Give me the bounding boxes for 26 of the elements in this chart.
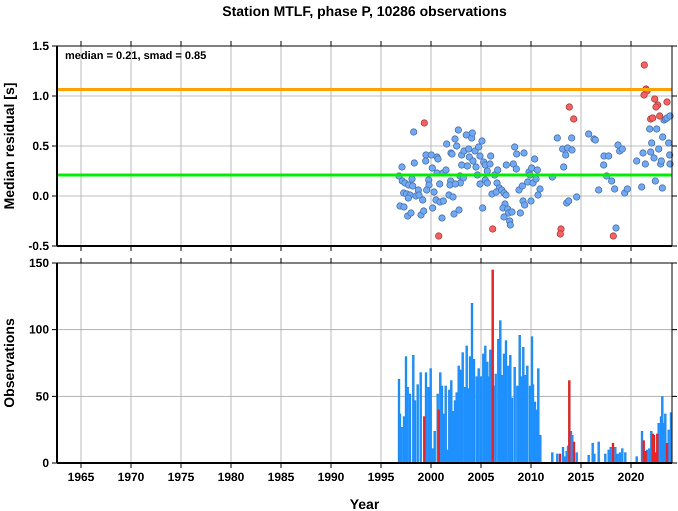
x-tick-label: 1995 xyxy=(368,470,395,484)
y-tick-label: 1.0 xyxy=(32,89,50,103)
x-tick-label: 1975 xyxy=(168,470,195,484)
x-tick-label: 1990 xyxy=(318,470,345,484)
y-tick-label: 150 xyxy=(28,256,50,270)
x-tick-label: 1970 xyxy=(118,470,145,484)
chart-title: Station MTLF, phase P, 10286 observations xyxy=(222,3,507,19)
x-tick-label: 2020 xyxy=(618,470,645,484)
y-tick-label: 0 xyxy=(42,456,50,470)
y-tick-label: 0.0 xyxy=(32,189,50,203)
x-tick-label: 1980 xyxy=(218,470,245,484)
x-tick-label: 1985 xyxy=(268,470,295,484)
x-tick-label: 2010 xyxy=(518,470,545,484)
x-tick-label: 1965 xyxy=(68,470,95,484)
y-axis-title: Median residual [s] xyxy=(1,82,17,210)
x-tick-label: 2005 xyxy=(468,470,495,484)
x-tick-label: 2000 xyxy=(418,470,445,484)
y-tick-label: 100 xyxy=(28,322,50,337)
y-tick-label: 1.5 xyxy=(32,39,50,53)
y-tick-label: -0.5 xyxy=(28,239,50,253)
x-tick-label: 2015 xyxy=(568,470,595,484)
y-tick-label: 0.5 xyxy=(32,139,50,153)
y-axis-title: Observations xyxy=(1,318,17,408)
x-axis-title: Year xyxy=(350,496,380,511)
y-tick-label: 50 xyxy=(36,389,50,404)
annotation: median = 0.21, smad = 0.85 xyxy=(65,50,206,62)
